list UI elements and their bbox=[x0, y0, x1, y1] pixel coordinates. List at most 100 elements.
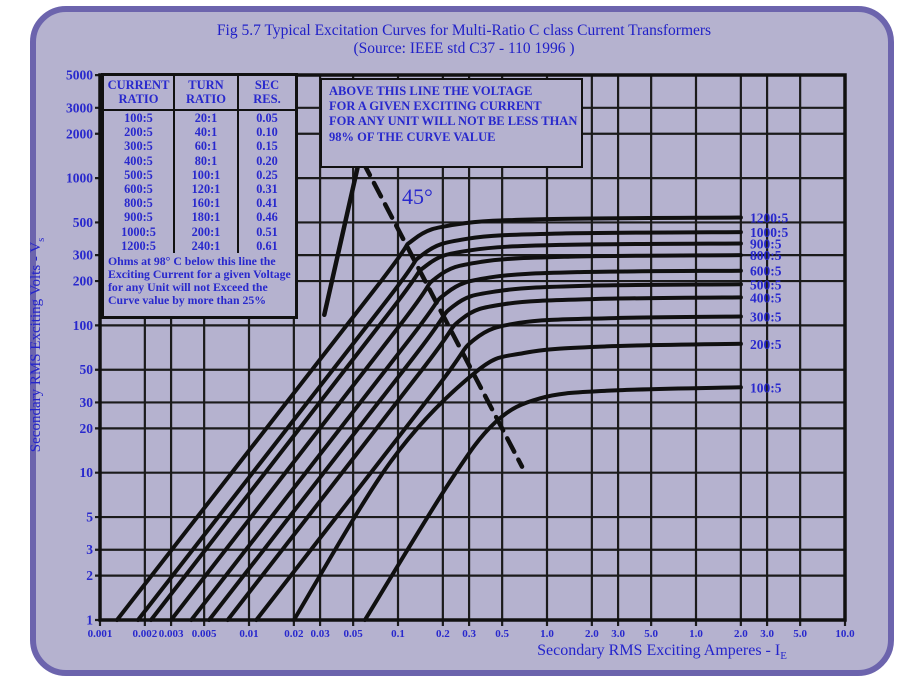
table-cell: 500:5 bbox=[104, 167, 175, 183]
figure-source-line: (Source: IEEE std C37 - 110 1996 ) bbox=[353, 39, 575, 57]
y-tick-label: 1 bbox=[86, 613, 93, 628]
curve-label-600-5: 600:5 bbox=[750, 264, 782, 279]
x-tick-label: 5.0 bbox=[793, 628, 807, 640]
y-tick-label: 200 bbox=[73, 274, 94, 289]
x-tick-label: 2.0 bbox=[585, 628, 599, 640]
table-cell: 0.15 bbox=[256, 139, 278, 154]
x-tick-label: 0.1 bbox=[391, 628, 405, 640]
ratio-table-header-row: CURRENT RATIO TURN RATIO SEC RES. bbox=[104, 76, 295, 111]
angle-45-label: 45° bbox=[402, 184, 433, 209]
y-tick-label: 50 bbox=[80, 362, 94, 377]
table-cell: 0.46 bbox=[256, 210, 278, 225]
x-tick-label: 0.05 bbox=[344, 628, 364, 640]
table-cell: 300:5 bbox=[104, 139, 175, 154]
table-cell: 0.31 bbox=[256, 182, 278, 197]
x-tick-label: 0.003 bbox=[159, 628, 184, 640]
table-cell: 1000:5 bbox=[104, 224, 175, 239]
x-tick-label: 5.0 bbox=[644, 628, 658, 640]
curve-200-5 bbox=[291, 341, 743, 622]
ratio-table-header: TURN RATIO bbox=[174, 76, 239, 111]
y-axis-title-subscript: s bbox=[36, 237, 47, 242]
table-note: Ohms at 98° C below this line the Exciti… bbox=[108, 254, 291, 307]
curve-300-5 bbox=[254, 314, 743, 622]
above-line-annotation: ABOVE THIS LINE THE VOLTAGE FOR A GIVEN … bbox=[320, 78, 583, 168]
figure-title-line1: Fig 5.7 Typical Excitation Curves for Mu… bbox=[216, 22, 712, 39]
table-row: 500:5 100:1 0.25 bbox=[104, 167, 295, 183]
curve-label-500-5: 500:5 bbox=[750, 277, 782, 292]
table-cell: 0.10 bbox=[256, 125, 278, 140]
table-row: 300:5 60:1 0.15 bbox=[104, 139, 295, 154]
table-cell: 0.51 bbox=[256, 224, 278, 239]
y-tick-label: 5000 bbox=[66, 68, 93, 83]
curve-900-5 bbox=[149, 241, 743, 622]
table-cell: 180:1 bbox=[174, 210, 239, 225]
table-row: 200:5 40:1 0.10 bbox=[104, 125, 295, 140]
y-tick-label: 1000 bbox=[66, 171, 93, 186]
x-tick-label: 0.5 bbox=[495, 628, 509, 640]
table-cell: 20:1 bbox=[174, 110, 239, 126]
table-cell: 600:5 bbox=[104, 182, 175, 197]
tangent-guide-line bbox=[322, 147, 364, 318]
table-cell: 60:1 bbox=[174, 139, 239, 154]
table-cell: 80:1 bbox=[174, 153, 239, 168]
curve-label-1000-5: 1000:5 bbox=[750, 225, 788, 240]
table-cell: 120:1 bbox=[174, 182, 239, 197]
table-cell: 0.05 bbox=[256, 111, 278, 125]
ratio-table-header: CURRENT RATIO bbox=[104, 76, 175, 111]
ratio-table-header: SEC RES. bbox=[238, 76, 295, 111]
table-cell: 40:1 bbox=[174, 125, 239, 140]
y-tick-label: 10 bbox=[80, 465, 94, 480]
x-axis-title-subscript: E bbox=[780, 650, 787, 663]
curve-label-400-5: 400:5 bbox=[750, 290, 782, 305]
curve-label-100-5: 100:5 bbox=[750, 380, 782, 395]
table-row: 1200:5 240:1 0.61 bbox=[104, 238, 295, 254]
y-axis-title: Secondary RMS Exciting Volts - Vs bbox=[28, 180, 48, 510]
curve-600-5 bbox=[189, 268, 743, 622]
figure-title: Fig 5.7 Typical Excitation Curves for Mu… bbox=[114, 22, 814, 57]
x-tick-label: 2.0 bbox=[734, 628, 748, 640]
x-tick-label: 0.02 bbox=[284, 628, 304, 640]
table-cell: 0.41 bbox=[256, 196, 278, 211]
curve-1200-5 bbox=[115, 215, 743, 622]
table-cell: 0.25 bbox=[256, 167, 278, 182]
x-tick-label: 0.03 bbox=[310, 628, 330, 640]
table-cell: 240:1 bbox=[174, 238, 239, 254]
x-tick-label: 3.0 bbox=[611, 628, 625, 640]
table-cell: 0.20 bbox=[256, 153, 278, 168]
x-tick-label: 1.0 bbox=[540, 628, 554, 640]
table-cell: 800:5 bbox=[104, 196, 175, 211]
table-cell: 200:1 bbox=[174, 224, 239, 239]
x-axis-title-text: Secondary RMS Exciting Amperes - I bbox=[537, 642, 781, 659]
table-cell: 100:5 bbox=[104, 110, 175, 126]
y-tick-label: 500 bbox=[73, 215, 94, 230]
table-row: 600:5 120:1 0.31 bbox=[104, 182, 295, 197]
table-row: 100:5 20:1 0.05 bbox=[104, 110, 295, 126]
x-tick-label: 1.0 bbox=[689, 628, 703, 640]
x-axis-title: Secondary RMS Exciting Amperes - IE bbox=[512, 642, 812, 662]
x-tick-label: 0.001 bbox=[88, 628, 113, 640]
x-tick-label: 0.005 bbox=[192, 628, 217, 640]
curve-1000-5 bbox=[136, 230, 743, 622]
ratio-table-box: CURRENT RATIO TURN RATIO SEC RES. 100:5 20:… bbox=[101, 73, 298, 319]
table-cell: 400:5 bbox=[104, 153, 175, 168]
plot-frame bbox=[98, 73, 847, 622]
curve-label-800-5: 800:5 bbox=[750, 248, 782, 263]
table-cell: 100:1 bbox=[174, 167, 239, 183]
table-cell: 200:5 bbox=[104, 125, 175, 140]
y-tick-label: 20 bbox=[80, 421, 94, 436]
x-tick-label: 0.002 bbox=[132, 628, 157, 640]
y-tick-label: 30 bbox=[80, 395, 94, 410]
curve-400-5 bbox=[225, 295, 743, 622]
table-row: 1000:5 200:1 0.51 bbox=[104, 224, 295, 239]
x-tick-label: 0.01 bbox=[239, 628, 258, 640]
table-cell: 900:5 bbox=[104, 210, 175, 225]
x-tick-label: 0.2 bbox=[436, 628, 450, 640]
y-tick-label: 5 bbox=[86, 510, 93, 525]
curve-800-5 bbox=[169, 253, 743, 622]
curve-100-5 bbox=[362, 385, 743, 622]
table-row: 800:5 160:1 0.41 bbox=[104, 196, 295, 211]
y-tick-label: 2000 bbox=[66, 126, 93, 141]
table-cell: 1200:5 bbox=[104, 238, 175, 254]
